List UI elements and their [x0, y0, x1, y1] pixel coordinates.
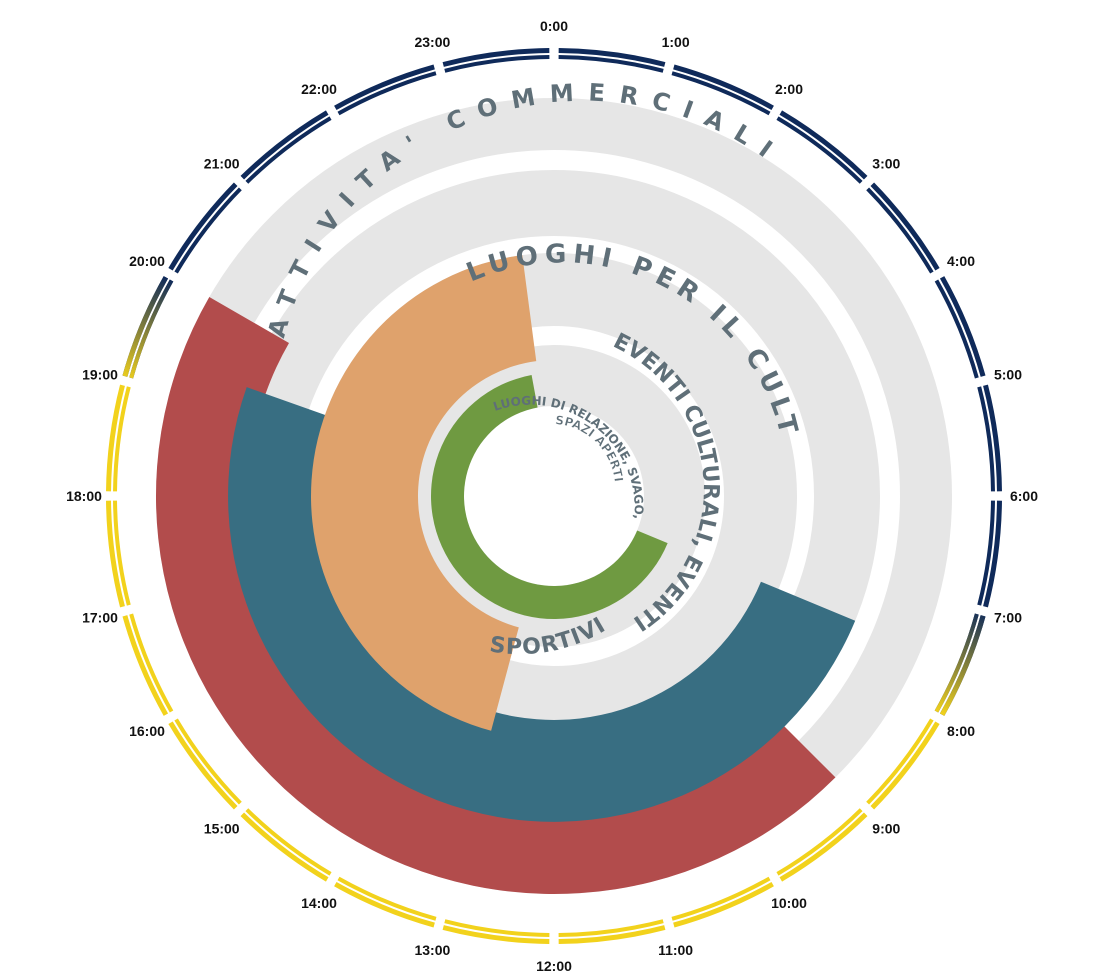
hour-segment-22-band-0	[337, 71, 437, 116]
hour-label-7: 7:00	[994, 610, 1022, 626]
hour-segment-10-band-0	[671, 876, 771, 921]
hour-label-4: 4:00	[947, 253, 975, 269]
hour-label-6: 6:00	[1010, 488, 1038, 504]
hour-segment-13-band-1	[334, 881, 435, 928]
hour-segment-12-band-0	[444, 919, 550, 937]
hour-segment-9-band-1	[779, 812, 868, 882]
ring-bands	[155, 255, 856, 895]
hour-segment-17-band-0	[113, 500, 131, 606]
hour-label-20: 20:00	[129, 253, 165, 269]
hour-segment-3-band-1	[870, 182, 940, 271]
hour-label-23: 23:00	[414, 34, 450, 50]
hour-label-8: 8:00	[947, 723, 975, 739]
hour-label-14: 14:00	[301, 895, 337, 911]
hour-segment-21-band-0	[245, 116, 332, 184]
hour-segment-22-band-1	[334, 64, 435, 111]
hour-segment-14-band-0	[245, 808, 332, 876]
hour-label-21: 21:00	[204, 156, 240, 172]
hour-label-5: 5:00	[994, 366, 1022, 382]
hour-segment-transition-7-band-0	[934, 613, 979, 713]
hour-segment-1-band-1	[673, 64, 774, 111]
hour-segment-8-band-1	[870, 721, 940, 810]
hour-segment-0-band-1	[558, 48, 666, 67]
hour-segment-6-band-1	[983, 500, 1002, 608]
hour-segment-12-band-1	[442, 925, 550, 944]
hour-labels: 0:00 1:00 2:00 3:00 4:00 5:00 6:00 7:00 8:00 9:00…	[66, 18, 1038, 974]
hour-segment-16-band-1	[122, 615, 169, 716]
hour-segment-20-band-0	[174, 187, 242, 274]
band-2	[311, 255, 537, 731]
hour-segment-23-band-0	[444, 55, 550, 73]
hour-label-2: 2:00	[775, 81, 803, 97]
hour-segment-14-band-1	[240, 812, 329, 882]
band-1	[228, 387, 856, 822]
hour-segment-2-band-1	[779, 110, 868, 180]
hour-label-3: 3:00	[872, 156, 900, 172]
hour-segment-5-band-1	[983, 384, 1002, 492]
hour-segment-5-band-0	[977, 386, 995, 492]
hour-label-22: 22:00	[301, 81, 337, 97]
hour-segment-4-band-0	[934, 279, 979, 379]
hour-segment-18-band-1	[106, 384, 125, 492]
hour-segment-17-band-1	[106, 500, 125, 608]
hour-label-0: 0:00	[540, 18, 568, 34]
hour-label-11: 11:00	[658, 942, 693, 958]
hour-label-12: 12:00	[536, 958, 572, 974]
hour-segment-11-band-1	[558, 925, 666, 944]
hour-segment-1-band-0	[671, 71, 771, 116]
hour-label-19: 19:00	[82, 366, 118, 382]
hour-label-18: 18:00	[66, 488, 102, 504]
hour-segment-23-band-1	[442, 48, 550, 67]
hour-segment-2-band-0	[776, 116, 863, 184]
hour-label-16: 16:00	[129, 723, 165, 739]
hour-ring	[106, 48, 1002, 944]
hour-segment-6-band-0	[977, 500, 995, 606]
hour-segment-4-band-1	[939, 276, 986, 377]
hour-segment-10-band-1	[673, 881, 774, 928]
hour-label-10: 10:00	[771, 895, 807, 911]
hour-segment-transition-7-band-1	[939, 615, 986, 716]
hour-segment-13-band-0	[337, 876, 437, 921]
hour-label-13: 13:00	[414, 942, 450, 958]
hour-segment-3-band-0	[866, 187, 934, 274]
hour-segment-15-band-1	[168, 721, 238, 810]
hour-segment-transition-19-band-0	[129, 279, 174, 379]
hour-label-9: 9:00	[872, 820, 900, 836]
hour-label-15: 15:00	[204, 820, 240, 836]
hour-segment-15-band-0	[174, 718, 242, 805]
hour-segment-8-band-0	[866, 718, 934, 805]
hour-segment-9-band-0	[776, 808, 863, 876]
hour-segment-18-band-0	[113, 386, 131, 492]
hour-segment-21-band-1	[240, 110, 329, 180]
hour-segment-20-band-1	[168, 182, 238, 271]
hour-segment-11-band-0	[558, 919, 664, 937]
hour-segment-0-band-0	[558, 55, 664, 73]
hour-label-17: 17:00	[82, 610, 118, 626]
hour-label-1: 1:00	[662, 34, 690, 50]
hour-segment-16-band-0	[129, 613, 174, 713]
band-0	[155, 297, 836, 895]
hour-segment-transition-19-band-1	[122, 276, 169, 377]
